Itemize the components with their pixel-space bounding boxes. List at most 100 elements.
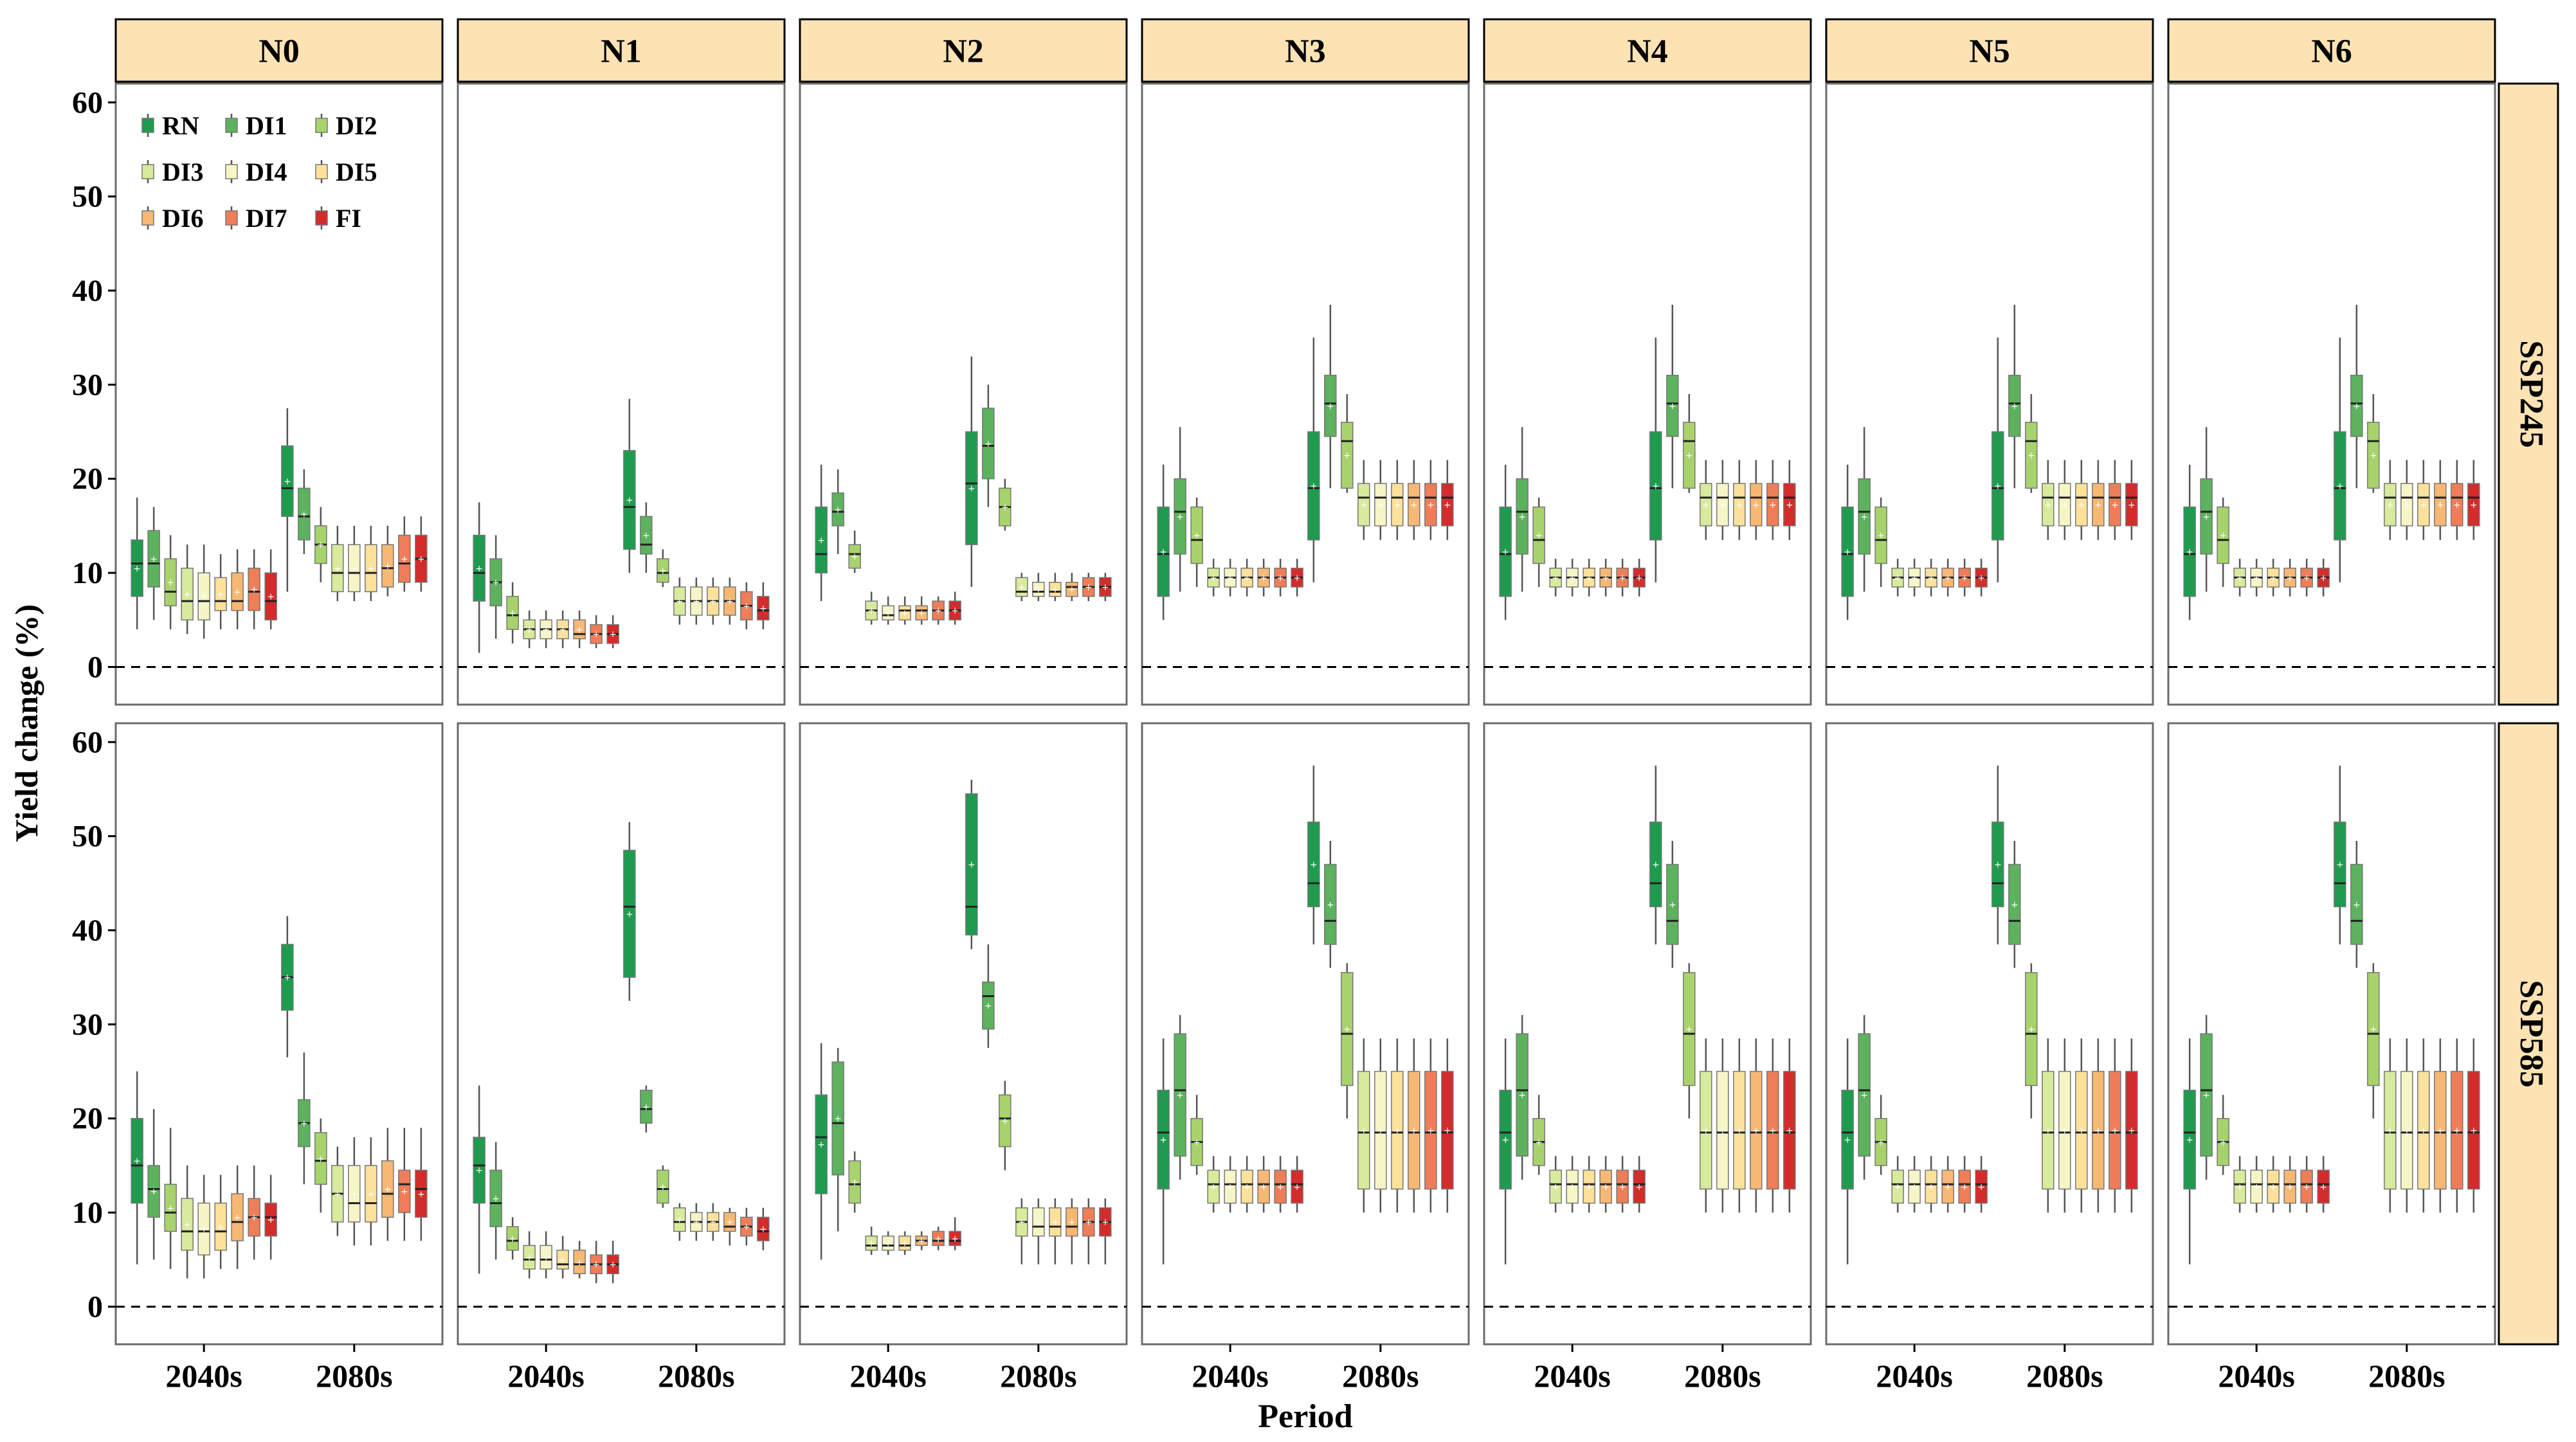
box-mean-marker: + bbox=[759, 1225, 767, 1235]
box-mean-marker: + bbox=[1652, 482, 1660, 492]
box-body bbox=[1174, 478, 1186, 555]
strip-n0 bbox=[114, 18, 444, 83]
box-ssp585-n5-2080s-di4: + bbox=[2058, 1038, 2071, 1213]
box-mean-marker: + bbox=[1501, 547, 1509, 557]
box-body bbox=[197, 572, 210, 621]
box-mean-marker: + bbox=[1427, 500, 1435, 510]
x-tick-label: 2040s bbox=[1192, 1358, 1268, 1394]
box-mean-marker: + bbox=[1619, 1182, 1626, 1193]
box-mean-marker: + bbox=[1518, 1090, 1526, 1101]
box-mean-marker: + bbox=[2128, 500, 2136, 510]
box-mean-marker: + bbox=[1961, 573, 1968, 583]
box-ssp245-n5-2080s-fi: + bbox=[2125, 460, 2138, 540]
x-tick-label: 2040s bbox=[165, 1358, 242, 1394]
box-mean-marker: + bbox=[1769, 500, 1777, 510]
box-ssp245-n6-2080s-di3: + bbox=[2384, 460, 2397, 540]
box-mean-marker: + bbox=[576, 625, 583, 635]
box-ssp585-n6-2040s-di4: + bbox=[2250, 1156, 2263, 1213]
box-body bbox=[197, 1202, 210, 1256]
x-tick-label: 2040s bbox=[1534, 1358, 1610, 1394]
box-body bbox=[1499, 506, 1512, 597]
box-mean-marker: + bbox=[659, 566, 667, 576]
box-mean-marker: + bbox=[1994, 482, 2002, 492]
box-body bbox=[1049, 1207, 1062, 1237]
box-body bbox=[2350, 863, 2363, 945]
box-body bbox=[2250, 1169, 2263, 1204]
box-body bbox=[1783, 483, 1796, 527]
box-mean-marker: + bbox=[509, 1234, 516, 1244]
box-ssp585-n0-2040s-di5: + bbox=[214, 1175, 227, 1269]
box-mean-marker: + bbox=[834, 505, 842, 515]
box-ssp245-n5-2040s-rn: + bbox=[1841, 464, 1854, 620]
y-tick-label: 20 bbox=[72, 1102, 103, 1136]
box-body bbox=[2042, 483, 2054, 527]
box-mean-marker: + bbox=[1719, 500, 1727, 510]
box-ssp585-n2-2040s-fi: + bbox=[948, 1217, 961, 1250]
box-mean-marker: + bbox=[1068, 585, 1076, 595]
box-ssp585-n4-2040s-di5: + bbox=[1583, 1156, 1595, 1213]
box-ssp585-n3-2040s-di3: + bbox=[1207, 1156, 1220, 1213]
legend-item-di2: DI2 bbox=[315, 111, 377, 140]
box-body bbox=[848, 544, 861, 569]
box-mean-marker: + bbox=[2027, 451, 2035, 461]
box-mean-marker: + bbox=[367, 1189, 375, 1200]
box-body bbox=[2467, 1070, 2480, 1190]
box-ssp245-n2-2040s-di1: + bbox=[831, 469, 844, 554]
strip-ssp245 bbox=[2498, 82, 2559, 706]
box-mean-marker: + bbox=[1994, 860, 2002, 870]
box-body bbox=[1991, 821, 2004, 908]
box-ssp245-n6-2040s-di2: + bbox=[2217, 498, 2229, 588]
box-mean-marker: + bbox=[2202, 512, 2210, 522]
box-body bbox=[2417, 1070, 2430, 1190]
box-mean-marker: + bbox=[1927, 573, 1935, 583]
box-body bbox=[965, 793, 978, 936]
box-ssp245-n1-2080s-fi: + bbox=[757, 582, 770, 629]
box-body bbox=[1066, 1207, 1078, 1237]
box-ssp245-n4-2040s-di5: + bbox=[1583, 559, 1595, 597]
box-body bbox=[214, 1202, 227, 1251]
box-body bbox=[1925, 1169, 1937, 1204]
box-mean-marker: + bbox=[2078, 500, 2085, 510]
box-mean-marker: + bbox=[183, 1220, 191, 1230]
strip-n3 bbox=[1141, 18, 1470, 83]
box-ssp245-n5-2080s-rn: + bbox=[1991, 338, 2004, 582]
box-mean-marker: + bbox=[709, 1218, 717, 1228]
box-mean-marker: + bbox=[642, 1102, 650, 1112]
box-mean-marker: + bbox=[1769, 1126, 1777, 1136]
box-mean-marker: + bbox=[1602, 573, 1610, 583]
box-ssp245-n4-2080s-di7: + bbox=[1766, 460, 1779, 540]
box-ssp245-n4-2080s-di4: + bbox=[1716, 460, 1729, 540]
box-ssp585-n4-2080s-di6: + bbox=[1750, 1038, 1763, 1213]
box-mean-marker: + bbox=[233, 1212, 241, 1223]
box-mean-marker: + bbox=[2386, 1126, 2394, 1136]
box-ssp245-n0-2080s-fi: + bbox=[415, 516, 428, 592]
box-ssp245-n3-2080s-di5: + bbox=[1391, 460, 1404, 540]
box-ssp585-n0-2080s-di1: + bbox=[298, 1052, 311, 1185]
box-ssp585-n2-2040s-rn: + bbox=[815, 1043, 828, 1260]
box-ssp585-n3-2040s-fi: + bbox=[1291, 1156, 1303, 1213]
box-mean-marker: + bbox=[1860, 1090, 1868, 1101]
box-body bbox=[1391, 483, 1404, 527]
box-body bbox=[1733, 1070, 1746, 1190]
box-body bbox=[2200, 478, 2213, 555]
box-ssp245-n3-2080s-di6: + bbox=[1408, 460, 1420, 540]
box-ssp585-n4-2080s-di7: + bbox=[1766, 1038, 1779, 1213]
legend-label: DI4 bbox=[246, 158, 287, 186]
box-body bbox=[982, 408, 995, 480]
box-body bbox=[381, 544, 394, 588]
x-tick-label: 2040s bbox=[1876, 1358, 1952, 1394]
box-mean-marker: + bbox=[817, 1140, 825, 1150]
box-ssp585-n0-2040s-di4: + bbox=[197, 1175, 210, 1279]
x-tick-label: 2080s bbox=[1684, 1358, 1761, 1394]
box-mean-marker: + bbox=[867, 1239, 875, 1249]
box-body bbox=[1666, 863, 1679, 945]
box-body bbox=[865, 1235, 878, 1251]
box-body bbox=[2109, 483, 2121, 527]
box-body bbox=[348, 544, 361, 593]
box-mean-marker: + bbox=[1068, 1218, 1076, 1228]
box-mean-marker: + bbox=[334, 564, 341, 574]
box-body bbox=[623, 849, 636, 978]
box-ssp585-n6-2040s-di5: + bbox=[2267, 1156, 2280, 1213]
box-mean-marker: + bbox=[759, 604, 767, 614]
box-body bbox=[264, 1202, 277, 1237]
